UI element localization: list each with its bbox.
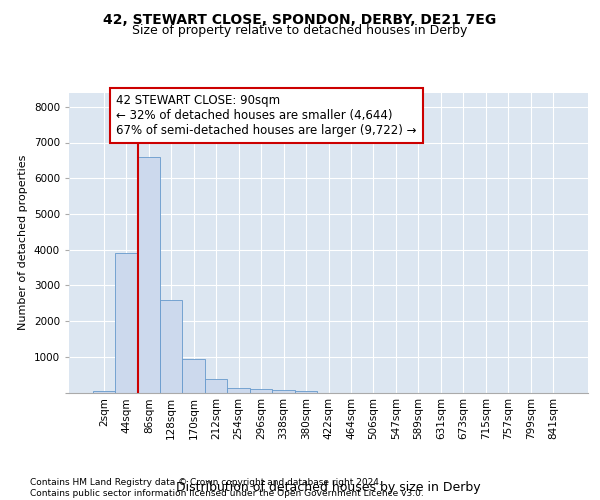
Text: 42 STEWART CLOSE: 90sqm
← 32% of detached houses are smaller (4,644)
67% of semi: 42 STEWART CLOSE: 90sqm ← 32% of detache… <box>116 94 416 137</box>
X-axis label: Distribution of detached houses by size in Derby: Distribution of detached houses by size … <box>176 481 481 494</box>
Y-axis label: Number of detached properties: Number of detached properties <box>18 155 28 330</box>
Bar <box>115 253 137 392</box>
Bar <box>182 358 205 392</box>
Bar <box>205 380 227 392</box>
Bar <box>137 157 160 392</box>
Bar <box>160 300 182 392</box>
Bar <box>92 390 115 392</box>
Text: 42, STEWART CLOSE, SPONDON, DERBY, DE21 7EG: 42, STEWART CLOSE, SPONDON, DERBY, DE21 … <box>103 12 497 26</box>
Text: Contains HM Land Registry data © Crown copyright and database right 2024.
Contai: Contains HM Land Registry data © Crown c… <box>30 478 424 498</box>
Bar <box>227 388 250 392</box>
Bar <box>250 388 272 392</box>
Bar <box>272 390 295 392</box>
Text: Size of property relative to detached houses in Derby: Size of property relative to detached ho… <box>133 24 467 37</box>
